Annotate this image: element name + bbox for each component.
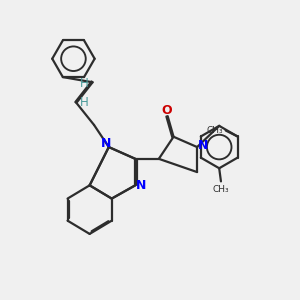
Text: N: N bbox=[101, 137, 112, 150]
Text: CH₃: CH₃ bbox=[207, 126, 223, 135]
Text: O: O bbox=[162, 104, 172, 117]
Text: H: H bbox=[80, 77, 89, 90]
Text: N: N bbox=[136, 179, 146, 192]
Text: CH₃: CH₃ bbox=[213, 185, 229, 194]
Text: H: H bbox=[80, 96, 89, 109]
Text: N: N bbox=[198, 139, 208, 152]
